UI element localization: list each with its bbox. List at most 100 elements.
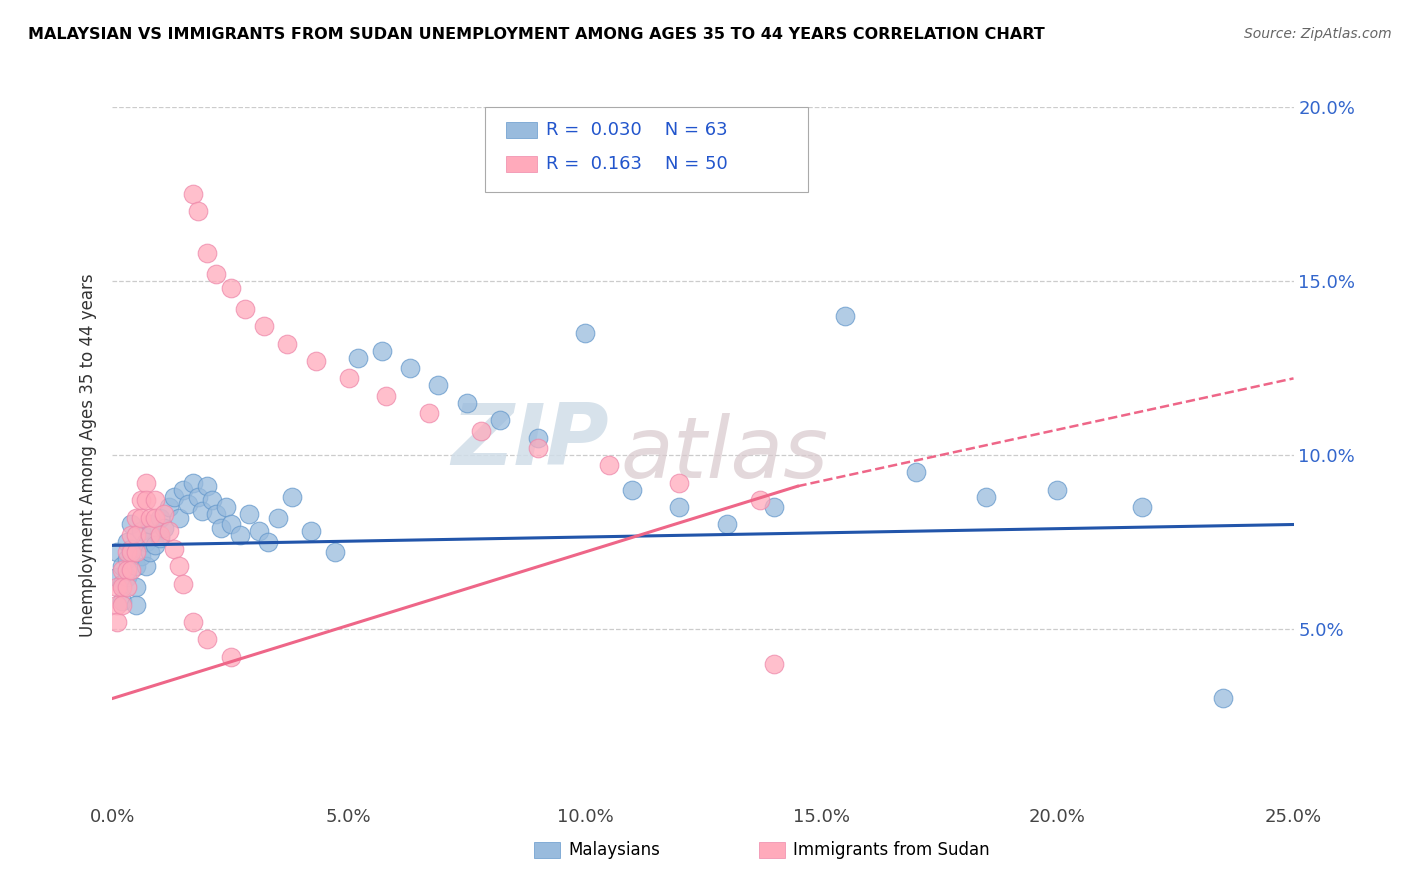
Point — [129, 493, 152, 508]
Point — [125, 545, 148, 559]
Point — [205, 507, 228, 521]
Point — [129, 510, 152, 524]
Point — [135, 493, 157, 508]
Point — [904, 466, 927, 480]
Point — [143, 510, 166, 524]
Point — [191, 503, 214, 517]
Point — [371, 343, 394, 358]
Point — [105, 598, 128, 612]
Point — [105, 570, 128, 584]
Point — [668, 500, 690, 514]
Point — [233, 301, 256, 316]
Point — [229, 528, 252, 542]
Point — [399, 360, 422, 375]
Point — [195, 632, 218, 647]
Point — [139, 510, 162, 524]
Point — [149, 510, 172, 524]
Point — [215, 500, 238, 514]
Point — [149, 528, 172, 542]
Point — [418, 406, 440, 420]
Point — [276, 336, 298, 351]
Point — [427, 378, 450, 392]
Point — [323, 545, 346, 559]
Point — [153, 521, 176, 535]
Point — [120, 563, 142, 577]
Point — [115, 534, 138, 549]
Point — [1046, 483, 1069, 497]
Point — [762, 500, 785, 514]
Point — [163, 490, 186, 504]
Point — [143, 538, 166, 552]
Point — [668, 475, 690, 490]
Point — [526, 441, 548, 455]
Point — [172, 576, 194, 591]
Point — [153, 507, 176, 521]
Point — [195, 479, 218, 493]
Point — [195, 246, 218, 260]
Point — [129, 549, 152, 563]
Text: ZIP: ZIP — [451, 400, 609, 483]
Point — [1212, 691, 1234, 706]
Point — [247, 524, 270, 539]
Point — [238, 507, 260, 521]
Text: atlas: atlas — [620, 413, 828, 497]
Point — [257, 534, 280, 549]
Point — [115, 580, 138, 594]
Point — [347, 351, 370, 365]
Point — [470, 424, 492, 438]
Point — [181, 615, 204, 629]
Point — [181, 187, 204, 202]
Text: Source: ZipAtlas.com: Source: ZipAtlas.com — [1244, 27, 1392, 41]
Point — [111, 598, 134, 612]
Point — [143, 493, 166, 508]
Point — [125, 528, 148, 542]
Point — [181, 475, 204, 490]
Point — [167, 559, 190, 574]
Point — [1130, 500, 1153, 514]
Point — [456, 396, 478, 410]
Point — [375, 389, 398, 403]
Point — [177, 497, 200, 511]
Point — [139, 545, 162, 559]
Point — [115, 545, 138, 559]
Text: R =  0.030    N = 63: R = 0.030 N = 63 — [546, 121, 727, 139]
Point — [716, 517, 738, 532]
Point — [120, 528, 142, 542]
Text: R =  0.163    N = 50: R = 0.163 N = 50 — [546, 155, 727, 173]
Point — [149, 532, 172, 546]
Point — [111, 576, 134, 591]
Point — [115, 570, 138, 584]
Point — [267, 510, 290, 524]
Text: Immigrants from Sudan: Immigrants from Sudan — [793, 841, 990, 859]
Point — [105, 580, 128, 594]
Point — [201, 493, 224, 508]
Point — [125, 598, 148, 612]
Point — [135, 534, 157, 549]
Point — [598, 458, 620, 473]
Point — [120, 545, 142, 559]
Point — [834, 309, 856, 323]
Point — [115, 552, 138, 566]
Point — [111, 594, 134, 608]
Point — [219, 649, 242, 664]
Point — [281, 490, 304, 504]
Point — [526, 431, 548, 445]
Point — [172, 483, 194, 497]
Point — [186, 490, 208, 504]
Point — [167, 510, 190, 524]
Point — [976, 490, 998, 504]
Point — [762, 657, 785, 671]
Point — [125, 510, 148, 524]
Point — [125, 580, 148, 594]
Point — [129, 524, 152, 539]
Point — [115, 563, 138, 577]
Text: Malaysians: Malaysians — [568, 841, 659, 859]
Point — [337, 371, 360, 385]
Point — [219, 517, 242, 532]
Point — [111, 580, 134, 594]
Point — [304, 354, 326, 368]
Point — [120, 517, 142, 532]
Y-axis label: Unemployment Among Ages 35 to 44 years: Unemployment Among Ages 35 to 44 years — [79, 273, 97, 637]
Point — [253, 319, 276, 334]
Point — [125, 559, 148, 574]
